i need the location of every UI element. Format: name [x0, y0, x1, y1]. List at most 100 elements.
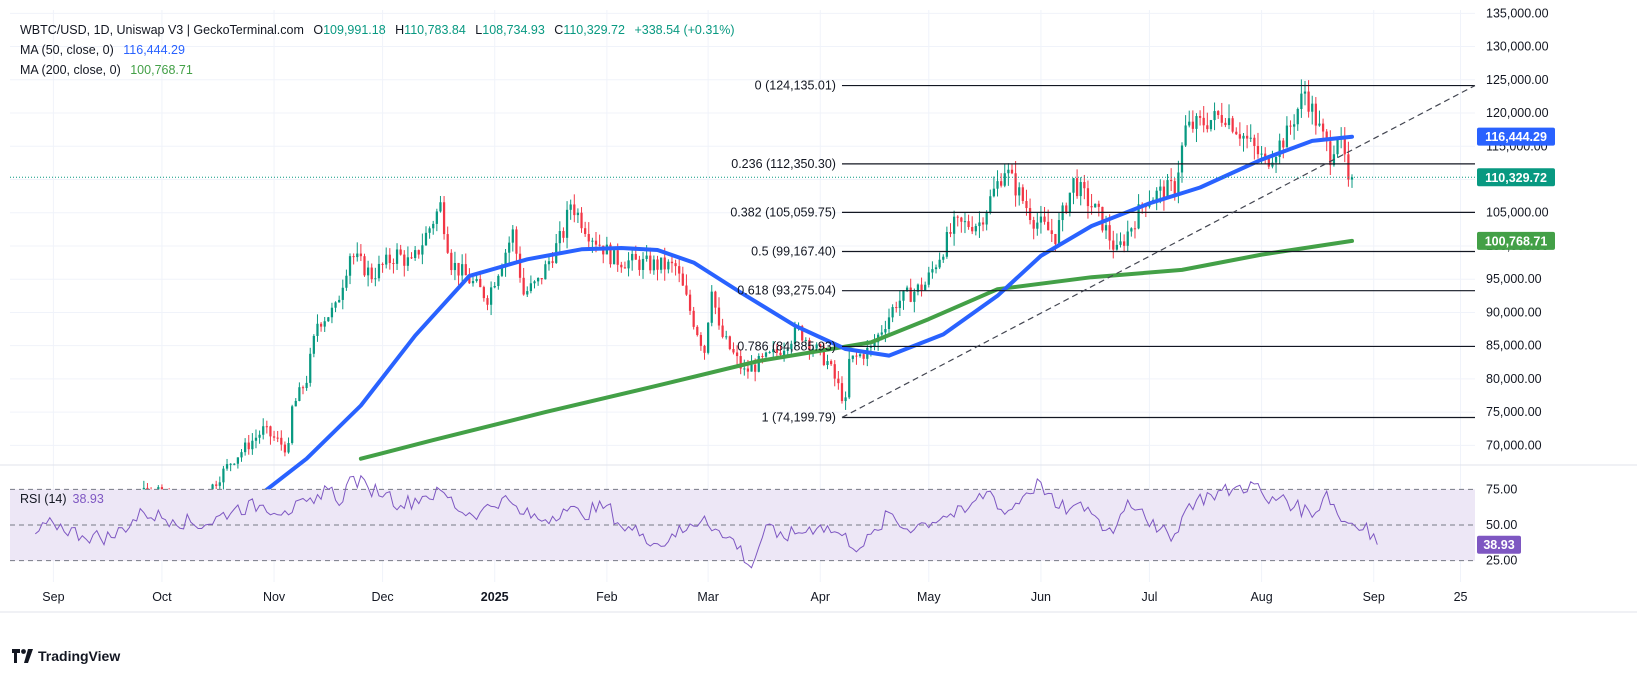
candle-body	[746, 368, 750, 372]
candle-body	[424, 232, 428, 246]
price-tag-box	[1477, 168, 1555, 187]
candle	[1094, 203, 1097, 208]
candle-body	[855, 355, 858, 357]
candle	[522, 267, 525, 296]
high-label: H	[395, 23, 405, 37]
candle	[1083, 174, 1086, 200]
candle-body	[1112, 240, 1115, 250]
candle	[399, 244, 402, 256]
candle	[424, 226, 428, 246]
candle-body	[790, 343, 793, 350]
candle	[388, 248, 391, 270]
candle-body	[526, 291, 529, 295]
time-tick-label: Sep	[1363, 590, 1385, 604]
candle-body	[573, 204, 576, 216]
candle-body	[341, 287, 344, 300]
candle	[688, 289, 692, 315]
candle	[301, 385, 305, 395]
candle	[283, 441, 287, 457]
rsi-legend[interactable]: RSI (14) 38.93	[20, 492, 104, 506]
candle	[826, 354, 829, 370]
ma200-legend-row[interactable]: MA (200, close, 0) 100,768.71	[20, 60, 735, 80]
symbol-label[interactable]: WBTC/USD, 1D, Uniswap V3 | GeckoTerminal…	[20, 23, 304, 37]
candle-body	[1253, 137, 1256, 146]
candle-body	[1231, 118, 1234, 132]
candle-body	[319, 323, 323, 327]
candle	[218, 476, 221, 490]
candle	[1314, 97, 1317, 135]
candle-body	[1036, 222, 1039, 229]
candle-body	[410, 257, 413, 259]
candle	[1242, 132, 1245, 152]
candle-body	[482, 287, 485, 299]
candle	[1213, 102, 1216, 131]
close-value: 110,329.72	[563, 23, 625, 37]
candle-body	[1032, 220, 1035, 229]
candle	[392, 258, 395, 274]
candle-body	[374, 278, 377, 280]
fib-level-label: 0.5 (99,167.40)	[751, 245, 836, 259]
price-grid	[10, 10, 1475, 582]
candle-body	[453, 262, 457, 271]
candle	[1336, 138, 1339, 158]
candle-body	[873, 342, 876, 346]
candle	[934, 264, 938, 274]
candle	[319, 322, 323, 332]
candle-body	[309, 353, 312, 383]
candle	[276, 430, 279, 443]
rsi-tick-label: 50.00	[1486, 518, 1517, 532]
ma200-legend-value: 100,768.71	[130, 63, 193, 77]
price-tag-text: 110,329.72	[1485, 171, 1547, 185]
candle-body	[974, 226, 977, 232]
candle	[844, 391, 847, 410]
candle	[971, 216, 974, 235]
candle-body	[952, 216, 956, 234]
candle-body	[743, 368, 746, 370]
candle-body	[916, 284, 920, 292]
candle	[338, 295, 341, 303]
candle	[544, 260, 547, 280]
candle-body	[403, 254, 406, 266]
price-tick-label: 85,000.00	[1486, 339, 1542, 353]
candle-body	[692, 310, 695, 327]
candle-body	[981, 222, 985, 225]
candle	[920, 277, 923, 297]
candle-body	[576, 212, 580, 216]
candle-body	[1271, 162, 1274, 167]
candle-body	[858, 354, 862, 357]
candle-body	[1329, 141, 1332, 166]
candle-body	[432, 223, 435, 229]
candle-body	[1220, 115, 1223, 123]
tradingview-logo[interactable]: TradingView	[12, 648, 120, 664]
candle	[294, 398, 297, 407]
candle-body	[1213, 111, 1216, 121]
candle	[587, 222, 590, 249]
candle	[363, 253, 366, 277]
candle	[366, 260, 370, 287]
candle	[305, 375, 308, 391]
candle	[377, 255, 381, 282]
candle-body	[1090, 206, 1093, 208]
candle-body	[475, 278, 478, 282]
candle-body	[587, 234, 590, 242]
candle	[1170, 168, 1173, 192]
candle-body	[1075, 178, 1079, 197]
candle-body	[1108, 225, 1111, 241]
candle	[895, 301, 898, 313]
candle-body	[992, 188, 996, 197]
candle-body	[287, 443, 290, 453]
ma50-legend-row[interactable]: MA (50, close, 0) 116,444.29	[20, 40, 735, 60]
candle-body	[985, 212, 988, 225]
candle-body	[1170, 180, 1173, 182]
candle	[638, 255, 641, 276]
candle-body	[294, 400, 297, 407]
rsi-legend-value: 38.93	[72, 492, 104, 506]
candle-body	[215, 484, 218, 486]
candle	[1184, 115, 1187, 147]
candle	[1032, 216, 1035, 240]
candle	[381, 262, 384, 273]
fib-trend-line	[841, 85, 1476, 418]
candle	[942, 254, 945, 263]
candle-body	[978, 222, 981, 227]
candle-body	[283, 444, 287, 453]
